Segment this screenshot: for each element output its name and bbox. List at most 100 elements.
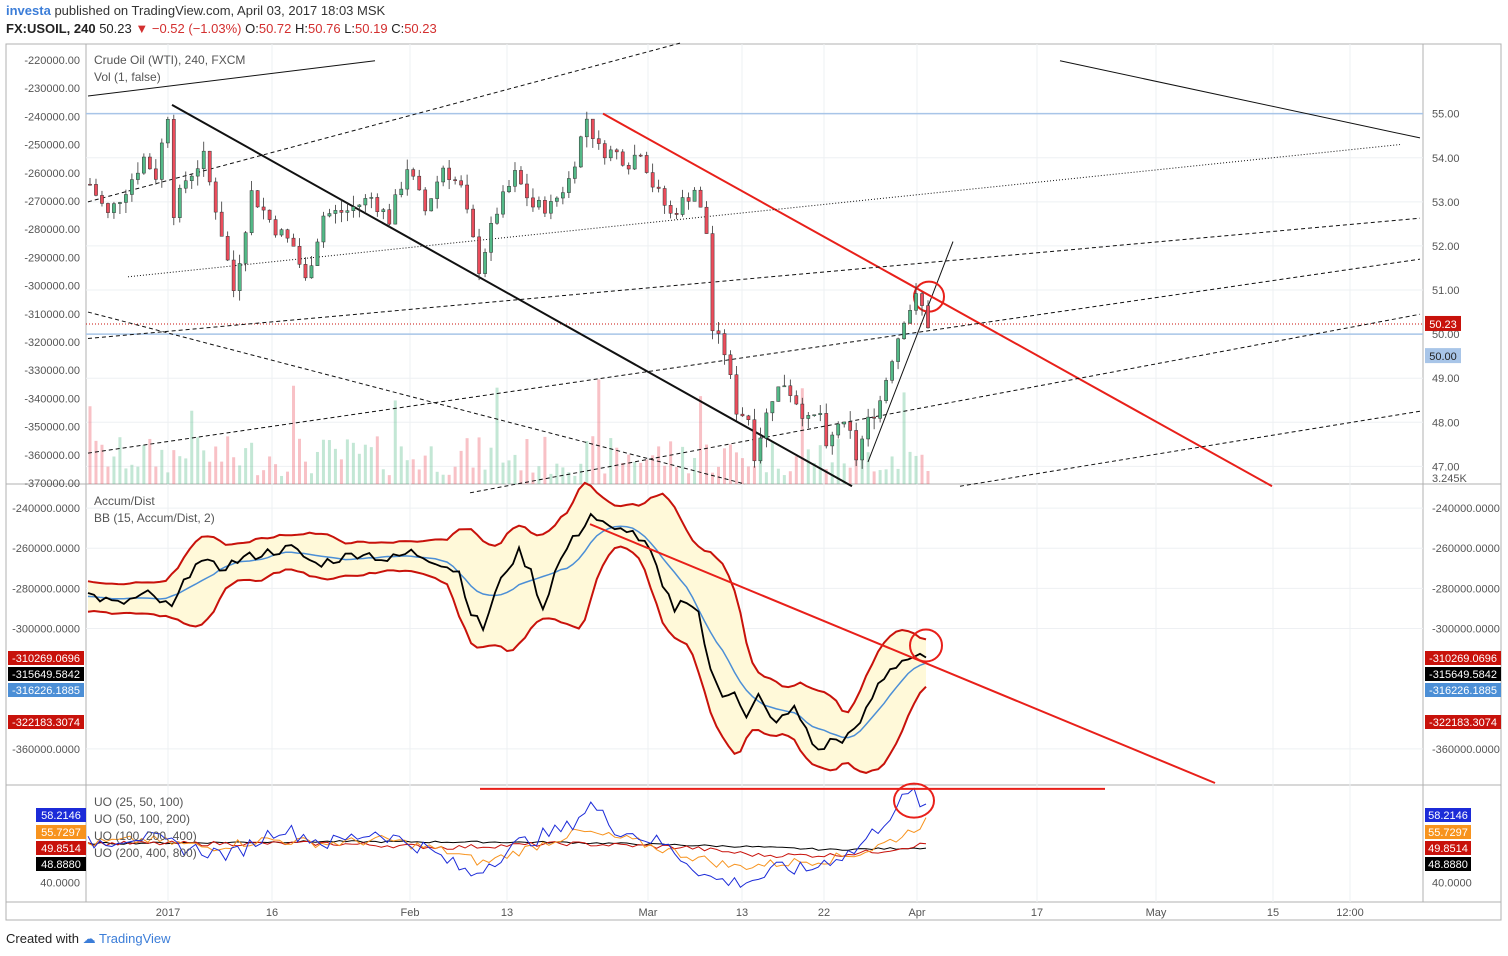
candle-body [908, 310, 912, 324]
author-link[interactable]: investa [6, 3, 51, 18]
volume-bar [591, 436, 595, 484]
candle-body [285, 229, 290, 239]
ad-value-badge [8, 715, 84, 729]
price-tick-label: 49.00 [1432, 373, 1460, 385]
candle-body [279, 229, 284, 236]
candlestick-series[interactable] [88, 111, 930, 469]
candle-body [746, 415, 751, 420]
uo-series-line [87, 787, 927, 889]
candle-body [734, 374, 739, 415]
candle-body [662, 188, 667, 206]
uo-tick-left: 40.0000 [40, 878, 80, 890]
volume-bar [699, 396, 703, 484]
candle-body [255, 190, 260, 208]
ad-value-badge [1425, 651, 1501, 665]
ad-tick-left: -260000.0000 [12, 543, 80, 555]
bb-lower-band [87, 545, 927, 774]
candle-body [668, 205, 673, 214]
volume-bar [782, 475, 786, 484]
volume-bar [842, 463, 846, 484]
volume-bar [818, 445, 822, 484]
candle-body [441, 167, 446, 183]
time-tick-label: Feb [401, 907, 420, 919]
trendline [1059, 60, 1421, 139]
accum-dist-pane[interactable] [87, 481, 1216, 784]
candle-body [872, 416, 876, 419]
candle-body [124, 194, 128, 203]
candle-body [399, 188, 404, 196]
ad-tick-left: -240000.0000 [12, 503, 80, 515]
bb-upper-band [87, 481, 927, 714]
candle-body [770, 401, 775, 414]
tradingview-logo-icon[interactable]: ☁ [82, 931, 96, 946]
candle-body [183, 180, 188, 189]
volume-bar [830, 462, 834, 484]
open-label: O: [245, 21, 259, 36]
time-tick-label: 13 [501, 907, 513, 919]
candle-body [171, 119, 176, 218]
price-tick-label: 54.00 [1432, 153, 1460, 165]
published-text: published on TradingView.com, April 03, … [54, 3, 386, 18]
price-tick-label: 51.00 [1432, 285, 1460, 297]
tradingview-link[interactable]: TradingView [99, 931, 171, 946]
volume-bar [447, 474, 451, 484]
volume-bar [513, 454, 517, 484]
volume-bar [555, 463, 559, 484]
volume-bar [459, 450, 463, 484]
candle-body [219, 211, 224, 237]
candle-body [614, 149, 619, 153]
volume-bar [333, 448, 337, 484]
symbol-label: FX:USOIL, 240 [6, 21, 96, 36]
grid-lines [86, 44, 1423, 902]
volume-bar [172, 450, 176, 484]
candle-body [584, 118, 589, 138]
volume-bar [770, 441, 774, 484]
candle-body [477, 236, 481, 274]
uo-legend-2: UO (50, 100, 200) [94, 812, 190, 826]
ad-tick-right: -300000.0000 [1432, 623, 1500, 635]
volume-tick-label: -340000.00 [24, 393, 80, 405]
candle-body [297, 246, 302, 265]
volume-tick-label: -320000.00 [24, 337, 80, 349]
uo-legend-3: UO (100, 200, 400) [94, 829, 197, 843]
volume-bar [567, 472, 571, 484]
candle-body [692, 189, 697, 202]
candle-body [136, 172, 140, 180]
candle-body [165, 119, 170, 144]
candle-body [489, 223, 493, 253]
volume-bar [794, 456, 798, 484]
candle-body [704, 206, 709, 234]
volume-bar [303, 461, 307, 484]
uo-legend-1: UO (25, 50, 100) [94, 795, 183, 809]
volume-bar [423, 455, 427, 484]
volume-bar [800, 388, 804, 484]
bb-fill [88, 482, 926, 773]
ultimate-oscillator-pane[interactable] [87, 782, 1105, 889]
candle-body [782, 385, 787, 388]
candle-body [884, 380, 888, 401]
price-tick-label: 55.00 [1432, 109, 1460, 121]
candle-body [608, 149, 613, 159]
uo-legend-4: UO (200, 400, 800) [94, 846, 197, 860]
volume-bar [196, 437, 200, 484]
volume-bar [106, 466, 110, 484]
candle-body [387, 209, 392, 225]
trendline-uptrend [867, 241, 954, 463]
volume-bar [244, 448, 248, 484]
ad-value-badge [8, 683, 84, 697]
volume-bar [154, 466, 158, 484]
candle-body [860, 438, 865, 461]
candle-body [321, 215, 326, 243]
trendline [87, 60, 376, 97]
volume-bar [262, 470, 266, 484]
volume-bar [351, 442, 355, 484]
volume-bar [657, 446, 661, 484]
uo-series-line [87, 840, 927, 851]
ad-tick-right: -280000.0000 [1432, 583, 1500, 595]
volume-bar [740, 458, 744, 484]
volume-bar [926, 471, 930, 484]
candle-body [195, 168, 200, 177]
trendline-downtrend [171, 103, 853, 488]
candle-body [561, 192, 565, 199]
